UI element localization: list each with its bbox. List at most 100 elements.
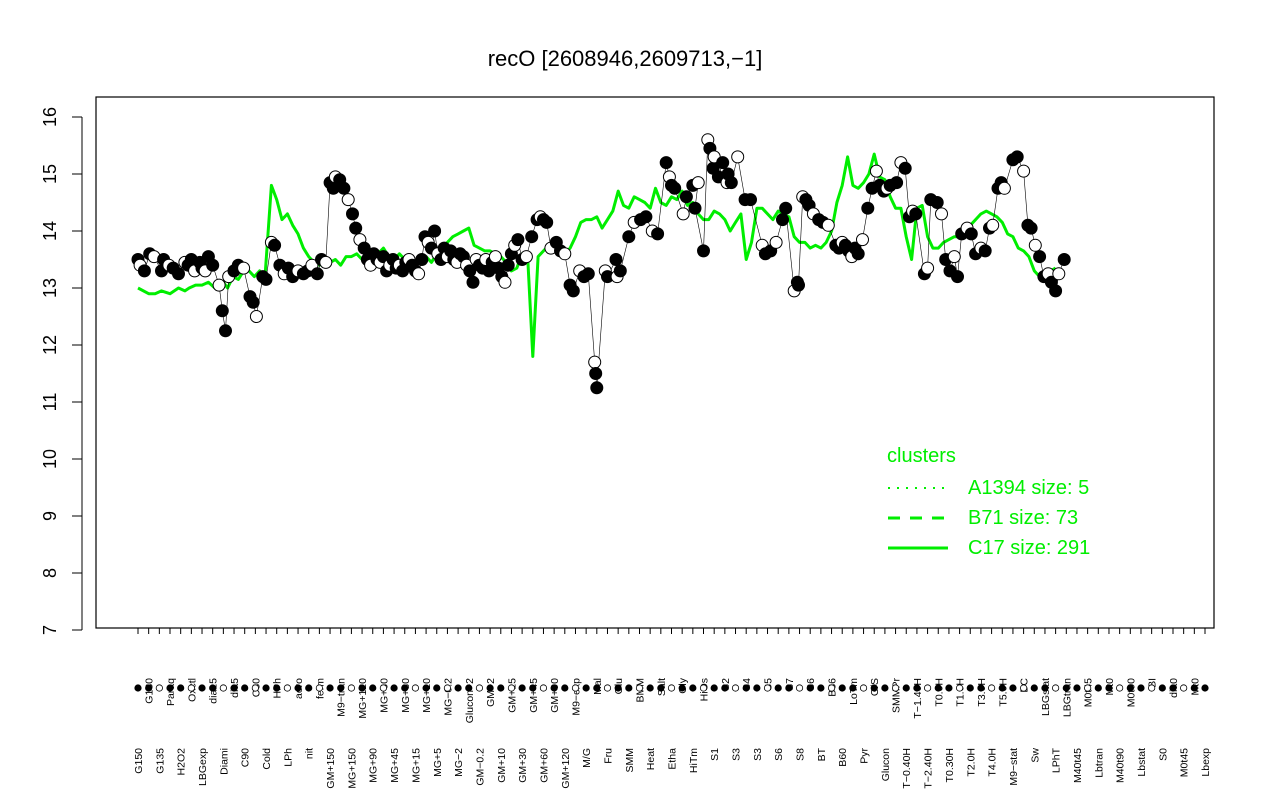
x-tick-label: BI [1147,678,1159,688]
x-rug-marker [145,684,153,692]
x-rug-marker [635,684,644,692]
x-rug-marker [337,684,345,692]
x-rug-marker [1148,684,1156,692]
x-rug-marker [603,684,612,692]
x-rug-marker [657,684,665,692]
x-rug-marker [1201,684,1209,692]
x-tick-label: SMM [624,748,636,773]
x-rug-marker [891,684,900,692]
x-tick-label: GM+10 [496,748,508,783]
x-rug-marker [678,684,686,692]
data-point [997,181,1011,195]
plot-frame [95,96,1215,629]
data-point [724,176,738,190]
x-tick-label: T0.30H [944,748,956,782]
x-tick-label: MG+90 [368,748,380,783]
x-rug-marker [1180,684,1188,692]
x-rug-marker [315,684,323,692]
data-point [676,207,690,221]
x-rug-marker [326,684,334,692]
x-tick-label: C90 [240,748,252,767]
data-point [935,207,948,221]
data-point [589,367,603,380]
x-rug-marker [539,684,548,692]
data-point [488,250,502,264]
x-rug-marker [1052,684,1060,692]
x-rug-marker [881,684,889,692]
data-point [172,267,185,281]
x-tick-label: T−1.40H [912,678,924,719]
x-tick-label: S8 [795,748,807,761]
data-point [639,210,653,224]
x-rug-marker [1094,684,1102,692]
x-rug-marker [550,684,558,692]
x-rug-marker [187,684,195,692]
x-axis: G150G180G135ParaqH2O2OxctlLBGexpdia15Dia… [133,628,1212,789]
x-tick-label: GM−2 [485,678,497,707]
x-tick-label: M0t90 [1125,678,1137,707]
data-point [588,355,602,369]
x-rug-marker [1116,684,1124,692]
y-axis: 7 8 9 10 11 12 13 14 15 16 [40,107,83,635]
data-point [268,238,282,252]
x-tick-label: MG+150 [346,748,358,789]
x-rug-marker [422,684,430,692]
data-point [566,284,580,298]
x-tick-label: GM−0.2 [474,748,486,786]
x-rug-marker [379,684,388,692]
x-tick-label: GM+30 [517,748,529,783]
y-tick-label: 15 [40,164,60,184]
x-rug-marker [987,684,996,692]
x-tick-label: GM+15 [506,678,518,713]
x-rug-marker [902,684,910,692]
x-tick-label: MG+5 [432,748,444,777]
x-rug-marker [614,684,622,692]
data-point [947,250,961,264]
x-tick-label: Pyr [859,747,871,763]
x-rug-marker [198,684,206,692]
chart-title: recO [2608946,2609713,−1] [488,46,763,71]
x-tick-label: M0t45 [1179,748,1191,777]
data-point [691,176,705,190]
x-rug-marker [1009,684,1017,692]
x-tick-label: BT [816,747,828,761]
x-rug-marker [1030,684,1038,692]
x-rug-marker [433,684,441,692]
data-point [821,218,835,232]
data-point [337,181,351,195]
x-tick-label: Lbexp [1200,748,1212,777]
legend: clusters A1394 size: 5 B71 size: 73 C17 si… [887,445,1090,559]
x-tick-label: Fru [602,748,614,764]
x-rug-marker [870,684,878,692]
data-point [246,295,260,309]
x-rug-marker [561,684,569,692]
data-point [412,267,426,281]
x-tick-label: Paraq [165,678,177,706]
x-rug-marker [582,684,590,692]
x-tick-label: M40t45 [1072,748,1084,783]
x-tick-label: T0.0H [933,678,945,707]
y-tick-label: 8 [40,568,60,578]
points-group [131,133,1071,395]
data-point [716,156,730,170]
data-point [415,253,429,266]
x-tick-label: SMMPr [891,678,903,714]
data-point [581,267,595,281]
x-tick-label: T5.0H [997,678,1009,707]
x-rug-marker [1137,684,1145,692]
data-point [890,176,904,190]
x-rug-marker [667,684,676,692]
data-point [590,381,604,395]
legend-label: B71 size: 73 [968,507,1078,529]
x-rug-marker [721,684,729,692]
x-tick-label: Cold [261,748,273,770]
x-tick-label: S3 [731,748,743,761]
x-rug-marker [241,684,249,692]
x-rug-marker [806,684,814,692]
x-tick-label: MG+10 [421,678,433,713]
data-point [259,272,273,286]
x-rug-marker [454,684,462,692]
x-tick-label: H2O2 [176,748,188,776]
x-rug-marker [443,684,452,692]
